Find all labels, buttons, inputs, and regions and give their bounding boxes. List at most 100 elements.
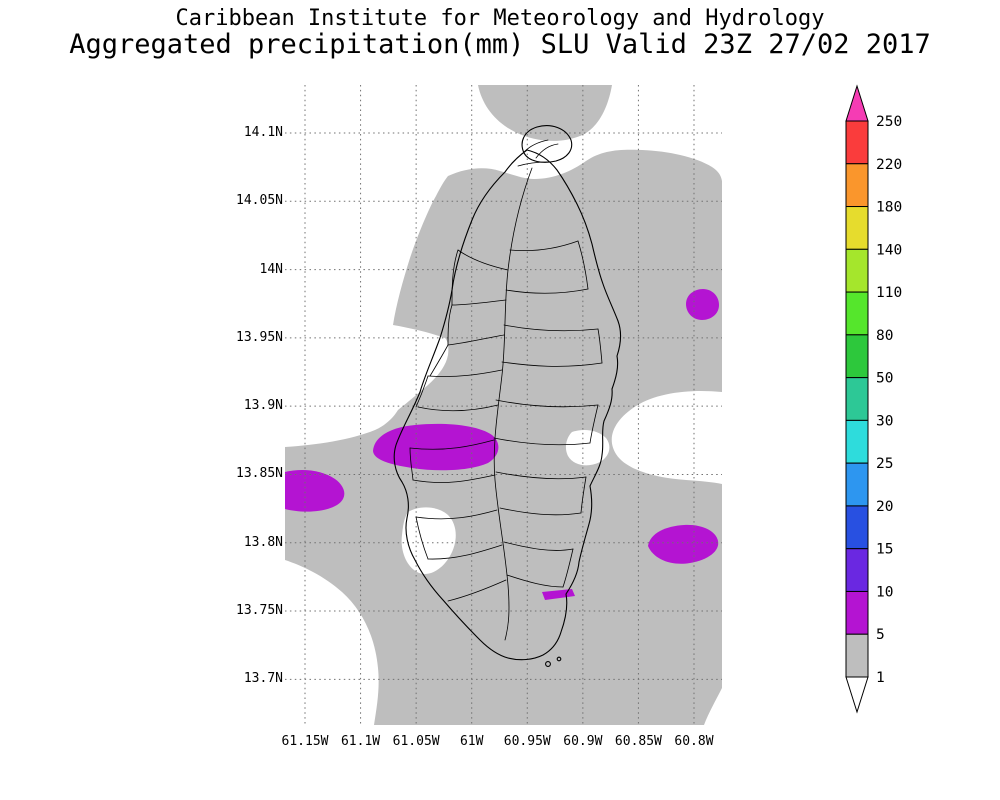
colorbar-segment	[845, 590, 869, 635]
gray-shade-top-blob	[478, 85, 612, 141]
organization-title: Caribbean Institute for Meteorology and …	[175, 6, 825, 31]
colorbar-segment	[845, 248, 869, 293]
watershed-line	[505, 288, 589, 294]
lon-tick-label: 60.95W	[503, 734, 551, 749]
watershed-line	[503, 541, 574, 551]
colorbar-segment	[845, 505, 869, 550]
colorbar-segment	[845, 163, 869, 208]
watershed-line	[427, 369, 503, 377]
lon-tick-label: 60.8W	[674, 734, 714, 749]
precip-shading	[285, 85, 722, 725]
precipitation-colorbar: 250 220 180 140 110 80 50 30 25 20 15 10 5 1	[845, 84, 902, 714]
lon-tick-label: 60.85W	[614, 734, 662, 749]
watershed-line	[495, 399, 599, 408]
watershed-line	[523, 139, 549, 153]
colorbar-tick-label: 25	[876, 456, 893, 472]
colorbar-segment	[845, 206, 869, 250]
watershed-line	[415, 509, 498, 520]
watershed-line	[417, 404, 499, 412]
watershed-line	[509, 240, 579, 251]
colorbar-tick-label: 220	[876, 157, 902, 173]
lon-tick-label: 61.15W	[281, 734, 329, 749]
watershed-line	[535, 143, 559, 159]
watershed-line	[415, 375, 429, 408]
colorbar-tick-label: 15	[876, 542, 893, 558]
watershed-line	[493, 437, 591, 446]
watershed-line	[457, 249, 509, 271]
colorbar-tick-label: 250	[876, 114, 902, 130]
colorbar-segment	[845, 462, 869, 507]
purple-cell-west-edge	[285, 470, 345, 512]
colorbar-tick-label: 5	[876, 627, 885, 643]
saint-lucia-island	[393, 125, 622, 667]
colorbar-tick-label: 80	[876, 328, 893, 344]
watershed-line	[495, 471, 587, 480]
watershed-line	[503, 324, 599, 332]
watershed-line	[517, 161, 549, 167]
colorbar-segment	[845, 633, 869, 678]
watershed-line	[589, 404, 599, 444]
lon-tick-label: 61W	[459, 734, 484, 749]
watershed-line	[427, 544, 503, 560]
lat-tick-label: 13.8N	[243, 534, 283, 550]
watershed-line	[412, 474, 496, 483]
watershed-line	[493, 167, 533, 641]
watershed-line	[597, 328, 603, 364]
watershed-line	[501, 361, 603, 367]
watershed-boundaries	[409, 139, 603, 641]
offshore-islet	[545, 661, 551, 667]
colorbar-segment	[845, 419, 869, 464]
lat-tick-label: 14.05N	[236, 193, 283, 209]
watershed-line	[409, 447, 414, 481]
colorbar-arrow-over	[845, 84, 869, 122]
lat-tick-label: 13.85N	[236, 466, 283, 482]
plot-title: Aggregated precipitation(mm) SLU Valid 2…	[69, 29, 931, 60]
island-coastline	[393, 149, 622, 661]
lat-tick-label: 14N	[259, 261, 283, 277]
purple-sliver-southeast-coast	[542, 589, 575, 600]
colorbar-tick-label: 10	[876, 584, 893, 600]
colorbar-segment	[845, 377, 869, 421]
purple-cell-east-edge-small	[686, 289, 719, 320]
watershed-line	[447, 334, 505, 346]
watershed-line	[499, 507, 582, 516]
colorbar-tick-label: 20	[876, 499, 893, 515]
watershed-line	[451, 299, 507, 306]
watershed-line	[429, 344, 449, 377]
colorbar-tick-label: 30	[876, 413, 893, 429]
lat-tick-label: 13.95N	[236, 329, 283, 345]
watershed-line	[415, 516, 429, 560]
lat-tick-label: 13.75N	[236, 603, 283, 619]
colorbar-segment	[845, 548, 869, 592]
colorbar-tick-label: 50	[876, 371, 893, 387]
watershed-line	[577, 240, 589, 290]
watershed-line	[447, 304, 453, 346]
colorbar-segment	[845, 120, 869, 165]
offshore-islet	[556, 656, 562, 662]
purple-cell-west-central	[373, 423, 499, 471]
colorbar-tick-label: 1	[876, 670, 885, 686]
gray-shade-main	[285, 149, 722, 725]
watershed-line	[451, 249, 459, 306]
colorbar-tick-label: 180	[876, 200, 902, 216]
colorbar-segment	[845, 334, 869, 379]
colorbar-tick-label: 110	[876, 285, 902, 301]
white-pocket-east	[565, 430, 610, 466]
watershed-line	[562, 548, 574, 588]
watershed-line	[580, 476, 587, 514]
colorbar-arrow-under	[845, 676, 869, 714]
watershed-line	[506, 574, 564, 588]
lat-tick-label: 14.1N	[243, 125, 283, 140]
colorbar-tick-label: 140	[876, 242, 902, 258]
lat-tick-label: 13.7N	[243, 671, 283, 687]
white-pocket-southwest	[401, 507, 456, 575]
lon-tick-label: 60.9W	[563, 734, 603, 749]
colorbar-segment	[845, 291, 869, 336]
lon-tick-label: 61.1W	[340, 734, 381, 749]
purple-cell-east	[648, 524, 719, 564]
lon-tick-label: 61.05W	[392, 734, 440, 749]
watershed-line	[447, 579, 507, 602]
lat-tick-label: 13.9N	[243, 398, 283, 414]
